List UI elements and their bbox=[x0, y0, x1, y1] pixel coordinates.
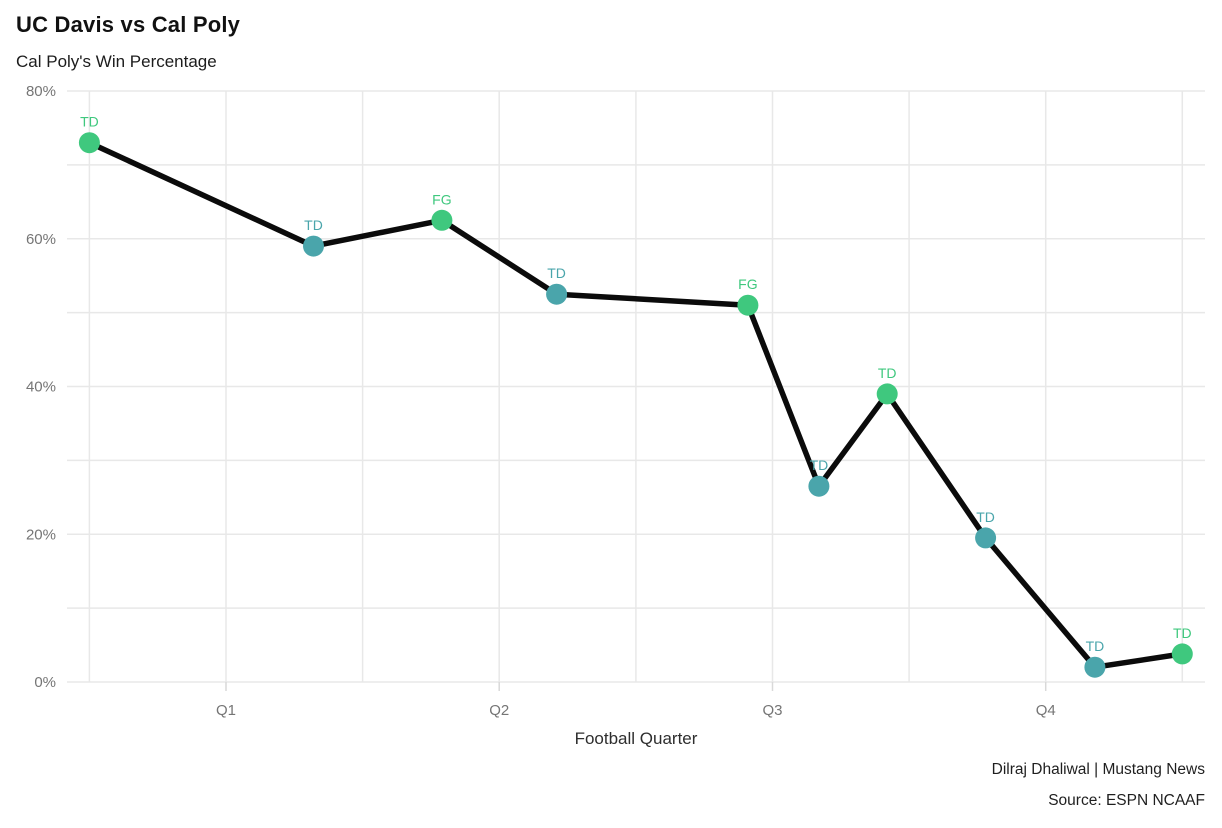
x-axis-title: Football Quarter bbox=[574, 729, 698, 748]
y-tick-label: 40% bbox=[26, 379, 56, 396]
source-line: Source: ESPN NCAAF bbox=[1048, 792, 1205, 809]
y-tick-label: 0% bbox=[34, 674, 56, 691]
y-tick-label: 60% bbox=[26, 231, 56, 248]
credit-line: Dilraj Dhaliwal | Mustang News bbox=[991, 761, 1205, 778]
data-point bbox=[1171, 643, 1193, 665]
chart-title: UC Davis vs Cal Poly bbox=[16, 12, 241, 37]
point-label: TD bbox=[304, 217, 323, 233]
point-label: TD bbox=[547, 265, 566, 281]
y-tick-label: 20% bbox=[26, 526, 56, 543]
point-label: FG bbox=[432, 191, 451, 207]
data-point bbox=[975, 527, 997, 549]
x-tick-label: Q3 bbox=[762, 702, 782, 719]
point-label: TD bbox=[878, 365, 897, 381]
data-point bbox=[1084, 656, 1106, 678]
data-point bbox=[431, 209, 453, 231]
data-point bbox=[737, 294, 759, 316]
point-label: TD bbox=[810, 457, 829, 473]
data-point bbox=[546, 283, 568, 305]
point-label: TD bbox=[80, 114, 99, 130]
chart-subtitle: Cal Poly's Win Percentage bbox=[16, 52, 217, 71]
point-label: FG bbox=[738, 276, 757, 292]
point-label: TD bbox=[1173, 625, 1192, 641]
series-line bbox=[86, 139, 1186, 670]
data-point bbox=[808, 475, 830, 497]
line-chart-plot-area: Q1 Q2 Q3 Q4 80% 60% 40% 20% 0% TD TD FG TD FG TD TD TD TD… bbox=[26, 83, 1205, 719]
x-tick-label: Q2 bbox=[489, 702, 509, 719]
y-tick-label: 80% bbox=[26, 83, 56, 100]
x-tick-label: Q1 bbox=[216, 702, 236, 719]
data-point bbox=[876, 383, 898, 405]
x-tick-label: Q4 bbox=[1036, 702, 1056, 719]
point-label: TD bbox=[976, 509, 995, 525]
data-point bbox=[78, 132, 100, 154]
data-point bbox=[303, 235, 324, 257]
point-label: TD bbox=[1086, 638, 1105, 654]
